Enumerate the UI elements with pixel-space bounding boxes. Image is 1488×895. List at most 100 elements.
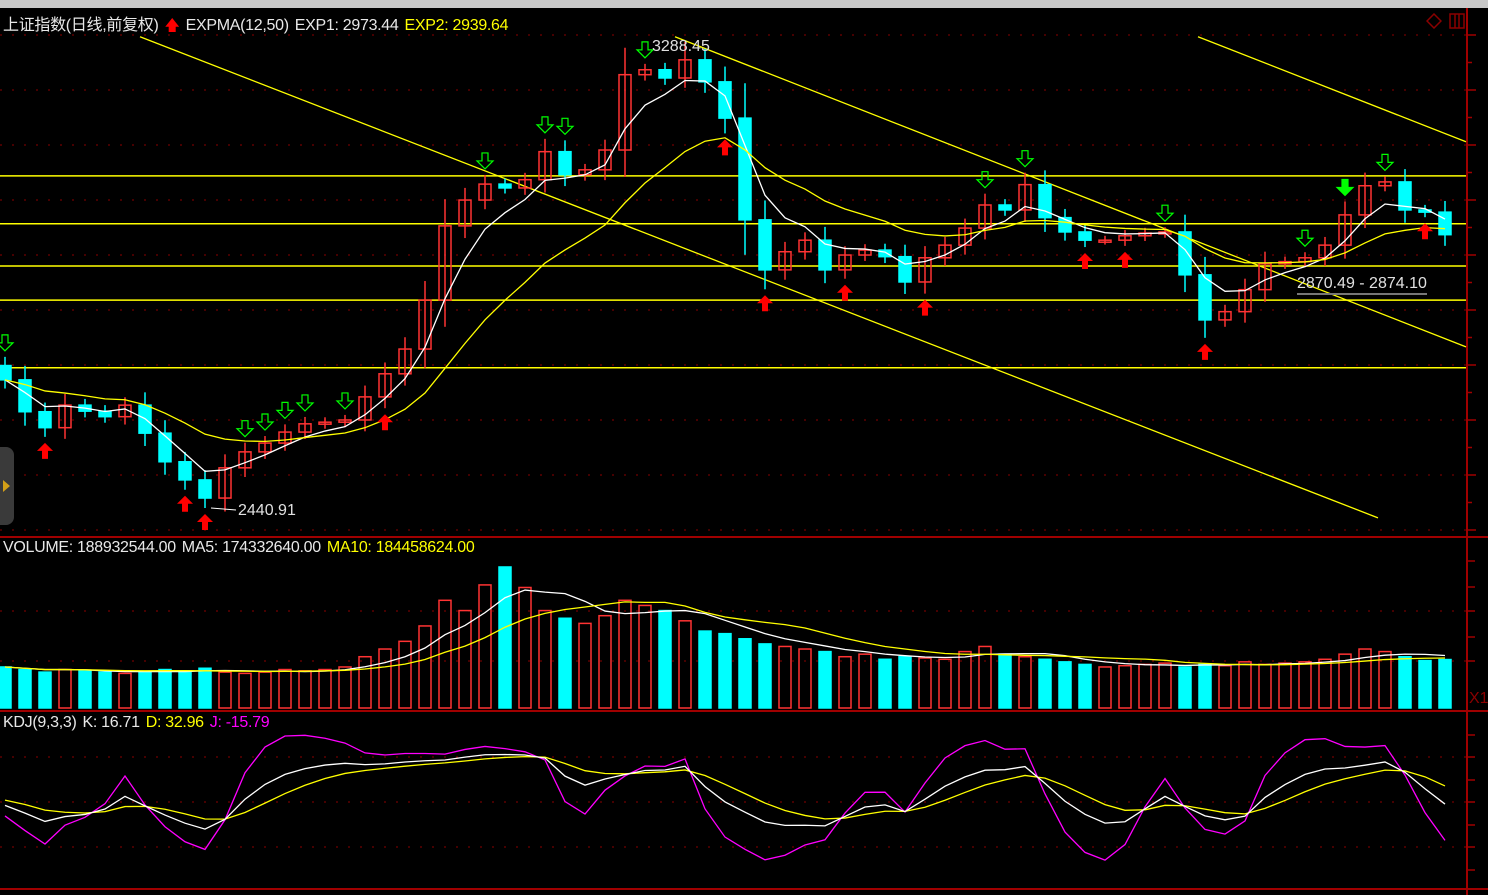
candle-body bbox=[398, 348, 412, 375]
volume-bar bbox=[958, 650, 972, 709]
volume-bar bbox=[998, 653, 1012, 709]
kdj-k-line bbox=[4, 753, 1446, 830]
candle-body bbox=[658, 68, 672, 79]
sell-arrow-icon bbox=[235, 420, 255, 438]
buy-arrow-icon bbox=[1117, 251, 1133, 268]
low-pointer bbox=[210, 507, 237, 511]
volume-bar bbox=[718, 632, 732, 709]
volume-bar bbox=[638, 604, 652, 709]
candle-body bbox=[1038, 183, 1052, 219]
sell-arrow-icon bbox=[975, 171, 995, 189]
candle-body bbox=[1178, 231, 1192, 276]
buy-arrow-icon bbox=[757, 295, 773, 312]
candle-body bbox=[418, 299, 432, 350]
candle-body bbox=[258, 442, 272, 453]
volume-bar bbox=[258, 671, 272, 709]
volume-bar bbox=[1098, 666, 1112, 709]
axis-marker: X1 bbox=[1469, 690, 1488, 707]
sell-arrow-icon bbox=[1015, 150, 1035, 168]
chart-title: 上证指数(日线,前复权) bbox=[3, 17, 159, 34]
buy-arrow-icon bbox=[1077, 253, 1093, 270]
candle-body bbox=[858, 249, 872, 256]
candle-body bbox=[958, 227, 972, 246]
candle-body bbox=[1418, 209, 1432, 213]
price-legend: 上证指数(日线,前复权) 🡅 EXPMA(12,50) EXP1: 2973.44 EX… bbox=[3, 11, 514, 40]
d-value: D: 32.96 bbox=[145, 714, 204, 731]
volume-bar bbox=[218, 671, 232, 709]
trend-line bbox=[1197, 36, 1467, 143]
sell-arrow-icon bbox=[1335, 178, 1355, 197]
candle-body bbox=[638, 68, 652, 76]
candle-body bbox=[1238, 288, 1252, 313]
volume-value: VOLUME: 188932544.00 bbox=[3, 539, 176, 556]
volume-bar bbox=[878, 658, 892, 709]
up-arrow-icon: 🡅 bbox=[164, 17, 180, 34]
volume-bar bbox=[898, 655, 912, 709]
kdj-name[interactable]: KDJ(9,3,3) bbox=[3, 714, 77, 731]
high-price-label: 3288.45 bbox=[652, 38, 710, 55]
volume-bar bbox=[0, 666, 12, 709]
volume-bar bbox=[178, 670, 192, 709]
range-label: 2870.49 - 2874.10 bbox=[1297, 275, 1427, 295]
split-window-icon[interactable] bbox=[1449, 13, 1465, 29]
candle-body bbox=[1258, 263, 1272, 291]
volume-bar bbox=[1238, 661, 1252, 709]
volume-bar bbox=[78, 670, 92, 709]
candle-body bbox=[298, 423, 312, 433]
volume-bar bbox=[238, 672, 252, 709]
volume-bar bbox=[858, 653, 872, 709]
buy-arrow-icon bbox=[37, 442, 53, 459]
candle-body bbox=[778, 250, 792, 271]
window-title-bar bbox=[0, 0, 1488, 8]
trend-line bbox=[139, 36, 1379, 519]
volume-bar bbox=[1338, 653, 1352, 709]
candle-body bbox=[318, 421, 332, 425]
candle-body bbox=[758, 219, 772, 271]
candle-body bbox=[698, 59, 712, 83]
ma10-value: MA10: 184458624.00 bbox=[326, 539, 475, 556]
candle-body bbox=[278, 431, 292, 444]
buy-arrow-icon bbox=[197, 514, 213, 530]
volume-bar bbox=[98, 671, 112, 709]
volume-bar bbox=[478, 584, 492, 709]
volume-bar bbox=[378, 648, 392, 709]
volume-bar bbox=[678, 620, 692, 709]
candle-body bbox=[1358, 185, 1372, 216]
indicator-name[interactable]: EXPMA(12,50) bbox=[185, 17, 289, 34]
volume-bar bbox=[498, 566, 512, 709]
candle-body bbox=[918, 257, 932, 283]
candle-body bbox=[898, 255, 912, 283]
candle-body bbox=[798, 239, 812, 253]
volume-bar bbox=[558, 617, 572, 709]
volume-bar bbox=[18, 668, 32, 709]
volume-bar bbox=[318, 668, 332, 709]
candle-body bbox=[1118, 235, 1132, 241]
sell-arrow-icon bbox=[1295, 229, 1315, 248]
expand-arrow-icon bbox=[3, 480, 10, 492]
side-panel-toggle[interactable] bbox=[0, 447, 14, 525]
candle-body bbox=[538, 150, 552, 181]
candle-body bbox=[818, 239, 832, 271]
candle-body bbox=[998, 204, 1012, 211]
candle-body bbox=[1198, 274, 1212, 321]
candle-body bbox=[18, 379, 32, 413]
candle-body bbox=[358, 396, 372, 421]
candle-body bbox=[1078, 231, 1092, 241]
candle-body bbox=[378, 373, 392, 398]
candle-body bbox=[198, 479, 212, 499]
candle-body bbox=[58, 404, 72, 429]
candle-body bbox=[0, 364, 12, 381]
volume-bar bbox=[158, 668, 172, 709]
candle-body bbox=[738, 117, 752, 221]
volume-bar bbox=[1058, 661, 1072, 709]
ma5-value: MA5: 174332640.00 bbox=[181, 539, 321, 556]
volume-bar bbox=[138, 671, 152, 709]
candle-body bbox=[1398, 181, 1412, 211]
volume-ma10-line bbox=[4, 601, 1446, 673]
volume-bar bbox=[1438, 658, 1452, 709]
diamond-icon[interactable] bbox=[1426, 13, 1442, 29]
volume-bar bbox=[658, 609, 672, 709]
volume-bar bbox=[1018, 655, 1032, 709]
candle-body bbox=[678, 59, 692, 79]
